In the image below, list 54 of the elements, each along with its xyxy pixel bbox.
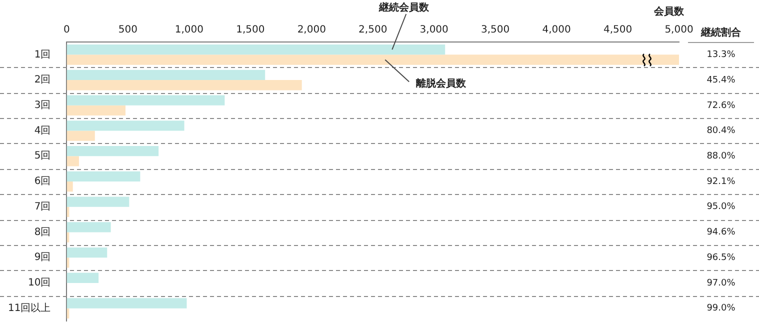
bar xyxy=(66,171,140,182)
bar xyxy=(66,182,73,192)
x-tick-label: 0 xyxy=(64,24,70,36)
text: 95.0% xyxy=(706,202,736,212)
bar xyxy=(66,298,187,308)
bar xyxy=(66,156,79,166)
y-tick-label: 9回 xyxy=(34,252,51,264)
text: 13.3% xyxy=(706,50,736,60)
x-tick-label: 5,000 xyxy=(664,24,694,36)
bar xyxy=(66,247,108,258)
y-tick-label: 3回 xyxy=(34,100,51,112)
y-tick-label: 11回以上 xyxy=(8,302,51,314)
text: 72.6% xyxy=(706,100,736,111)
text: 80.4% xyxy=(706,126,736,136)
bar xyxy=(66,54,679,65)
text: 99.0% xyxy=(706,304,736,314)
bar xyxy=(66,146,159,156)
x-tick-label: 1,500 xyxy=(236,24,265,36)
bar xyxy=(66,272,99,283)
bar xyxy=(66,130,95,141)
text: 88.0% xyxy=(706,151,736,162)
y-tick-label: 2回 xyxy=(34,74,51,86)
text: 45.4% xyxy=(706,75,736,86)
y-tick-label: 7回 xyxy=(34,201,51,212)
text: 96.5% xyxy=(706,252,736,263)
y-tick-label: 8回 xyxy=(34,226,51,238)
text: 継続割合 xyxy=(700,26,742,39)
text: 94.6% xyxy=(706,228,736,238)
x-axis-title: 会員数 xyxy=(653,6,685,18)
text: 継続会員数 xyxy=(378,2,430,14)
bar xyxy=(66,196,130,207)
x-tick-label: 3,000 xyxy=(420,24,448,36)
series-label: 離脱会員数 xyxy=(415,77,468,90)
y-tick-label: 6回 xyxy=(34,176,51,188)
text: 97.0% xyxy=(706,278,736,288)
bar xyxy=(66,70,266,80)
bar xyxy=(66,80,302,90)
text: 92.1% xyxy=(706,176,736,187)
y-tick-label: 4回 xyxy=(34,125,51,136)
x-tick-label: 500 xyxy=(118,24,138,36)
bar xyxy=(66,222,111,232)
x-tick-label: 4,500 xyxy=(603,24,632,36)
y-tick-label: 5回 xyxy=(34,150,51,162)
x-tick-label: 2,500 xyxy=(358,24,388,36)
x-tick-label: 3,500 xyxy=(480,24,510,36)
bar xyxy=(66,44,446,55)
y-tick-label: 10回 xyxy=(28,278,51,289)
bar xyxy=(66,95,225,106)
bar xyxy=(66,120,184,131)
x-tick-label: 4,000 xyxy=(542,24,571,36)
bar xyxy=(66,105,126,116)
x-tick-label: 1,000 xyxy=(174,24,204,36)
y-tick-label: 1回 xyxy=(34,49,51,60)
x-tick-label: 2,000 xyxy=(297,24,326,36)
